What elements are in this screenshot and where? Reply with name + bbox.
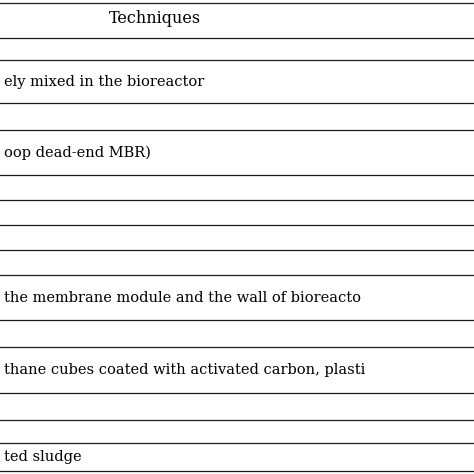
Text: the membrane module and the wall of bioreacto: the membrane module and the wall of bior… [4,291,361,304]
Text: thane cubes coated with activated carbon, plasti: thane cubes coated with activated carbon… [4,363,365,377]
Text: ely mixed in the bioreactor: ely mixed in the bioreactor [4,74,204,89]
Text: ted sludge: ted sludge [4,450,82,464]
Text: oop dead-end MBR): oop dead-end MBR) [4,146,151,160]
Text: Techniques: Techniques [109,9,201,27]
